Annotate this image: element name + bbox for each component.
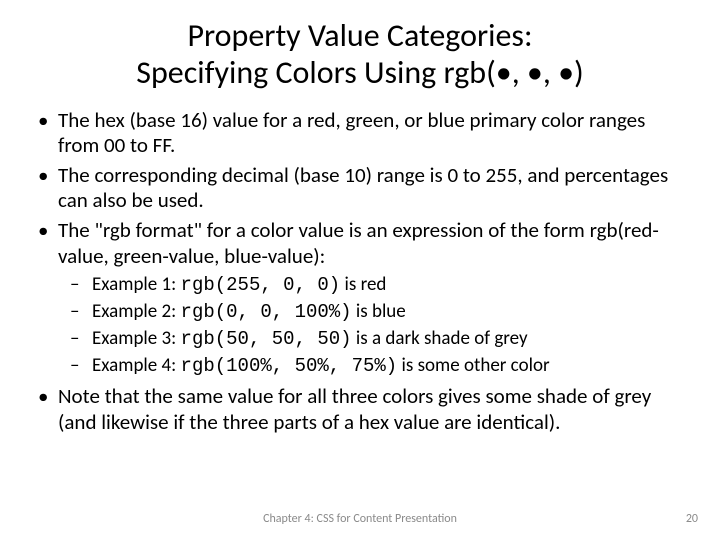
bullet-list: The hex (base 16) value for a red, green… xyxy=(30,108,690,436)
title-line-2: Specifying Colors Using rgb(•, •, •) xyxy=(136,53,583,92)
title-line-1: Property Value Categories: xyxy=(188,16,533,55)
example-list: Example 1: rgb(255, 0, 0) is red Example… xyxy=(58,273,690,378)
example-2-code: rgb(0, 0, 100%) xyxy=(181,301,352,323)
example-3: Example 3: rgb(50, 50, 50) is a dark sha… xyxy=(92,327,690,352)
example-4-code: rgb(100%, 50%, 75%) xyxy=(181,355,398,377)
slide-title: Property Value Categories: Specifying Co… xyxy=(30,18,690,92)
example-3-code: rgb(50, 50, 50) xyxy=(181,328,352,350)
example-4: Example 4: rgb(100%, 50%, 75%) is some o… xyxy=(92,354,690,379)
example-1-post: is red xyxy=(340,273,386,296)
bullet-2: The corresponding decimal (base 10) rang… xyxy=(58,163,690,214)
example-3-pre: Example 3: xyxy=(92,327,181,350)
bullet-1: The hex (base 16) value for a red, green… xyxy=(58,108,690,159)
example-2-pre: Example 2: xyxy=(92,300,181,323)
bullet-4: Note that the same value for all three c… xyxy=(58,384,690,435)
example-4-post: is some other color xyxy=(397,354,549,377)
example-2: Example 2: rgb(0, 0, 100%) is blue xyxy=(92,300,690,325)
footer-page-number: 20 xyxy=(686,512,698,526)
example-1-code: rgb(255, 0, 0) xyxy=(181,274,341,296)
example-1: Example 1: rgb(255, 0, 0) is red xyxy=(92,273,690,298)
example-1-pre: Example 1: xyxy=(92,273,181,296)
example-2-post: is blue xyxy=(352,300,406,323)
bullet-3: The "rgb format" for a color value is an… xyxy=(58,218,690,378)
example-4-pre: Example 4: xyxy=(92,354,181,377)
example-3-post: is a dark shade of grey xyxy=(352,327,528,350)
bullet-3-text: The "rgb format" for a color value is an… xyxy=(58,217,659,269)
footer-chapter: Chapter 4: CSS for Content Presentation xyxy=(0,512,720,526)
slide: Property Value Categories: Specifying Co… xyxy=(0,0,720,540)
